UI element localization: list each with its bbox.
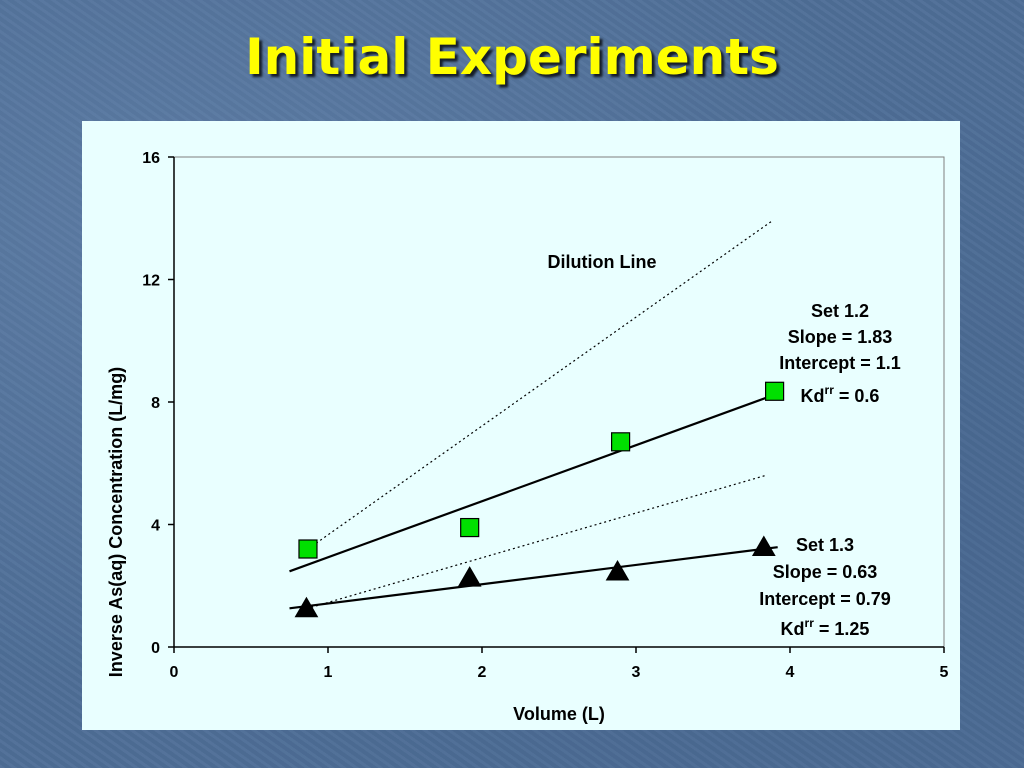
data-points: [294, 381, 785, 618]
set-1-2-kd-sup: rr: [825, 383, 835, 397]
set-1-3-kd: Kdrr = 1.25: [781, 616, 870, 639]
x-tick-label: 2: [478, 664, 487, 681]
x-tick-label: 1: [324, 664, 333, 681]
dilution-line-2: [306, 474, 766, 610]
set-1-2-kd: Kdrr = 0.6: [801, 383, 880, 406]
y-tick-label: 0: [151, 640, 160, 657]
y-tick-label: 8: [151, 395, 160, 412]
y-tick-label: 16: [142, 150, 160, 167]
dilution-line-1: [307, 220, 772, 550]
set-1-2-kd-value: = 0.6: [834, 386, 880, 406]
set-1-2-kd-base: Kd: [801, 386, 825, 406]
y-axis-title: Inverse As(aq) Concentration (L/mg): [106, 367, 126, 677]
y-tick-label: 12: [142, 273, 160, 290]
triangle-marker: [294, 596, 319, 618]
chart-panel: 0 1 2 3 4 5 0 4 8 12 16 Volume (L) Inverse As(aq) …: [82, 121, 960, 730]
trend-line-series-2: [289, 546, 778, 610]
square-marker: [764, 381, 785, 401]
set-1-2-name: Set 1.2: [811, 301, 869, 321]
square-marker: [298, 539, 318, 559]
triangle-marker: [751, 535, 776, 556]
set-1-2-intercept: Intercept = 1.1: [779, 353, 901, 373]
set-1-2-slope: Slope = 1.83: [788, 327, 893, 347]
lines: [289, 220, 779, 610]
set-1-3-kd-base: Kd: [781, 619, 805, 639]
dilution-line-label: Dilution Line: [548, 252, 657, 272]
set-1-3-slope: Slope = 0.63: [773, 562, 878, 582]
x-tick-label: 3: [632, 664, 641, 681]
set-1-3-kd-value: = 1.25: [814, 619, 870, 639]
y-tick-label: 4: [151, 518, 160, 535]
slide-title: Initial Experiments: [245, 28, 779, 86]
triangle-marker: [605, 559, 630, 581]
set-1-3-kd-sup: rr: [805, 616, 815, 630]
square-marker: [460, 517, 480, 538]
set-1-3-intercept: Intercept = 0.79: [759, 589, 891, 609]
square-marker: [610, 432, 631, 452]
x-tick-label: 5: [940, 664, 949, 681]
triangle-marker: [457, 566, 482, 587]
x-tick-label: 0: [170, 664, 179, 681]
x-tick-label: 4: [786, 664, 795, 681]
x-axis-title: Volume (L): [513, 704, 605, 724]
set-1-3-name: Set 1.3: [796, 535, 854, 555]
trend-line-series-1: [289, 392, 779, 573]
